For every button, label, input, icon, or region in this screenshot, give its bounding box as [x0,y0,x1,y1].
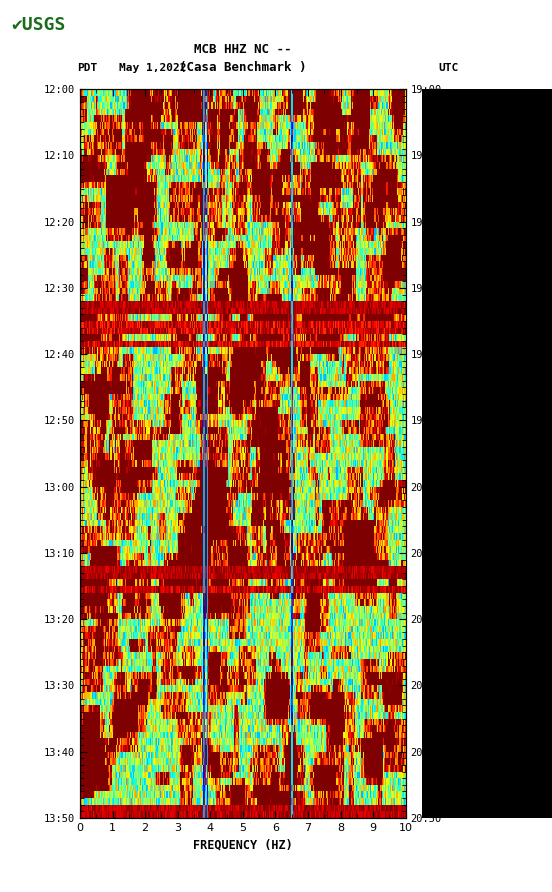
Text: PDT: PDT [77,62,98,73]
Text: UTC: UTC [439,62,459,73]
X-axis label: FREQUENCY (HZ): FREQUENCY (HZ) [193,838,293,851]
Text: MCB HHZ NC --: MCB HHZ NC -- [194,43,291,55]
Text: May 1,2022: May 1,2022 [119,62,186,73]
Text: (Casa Benchmark ): (Casa Benchmark ) [179,62,306,74]
Text: ✔USGS: ✔USGS [11,16,66,34]
